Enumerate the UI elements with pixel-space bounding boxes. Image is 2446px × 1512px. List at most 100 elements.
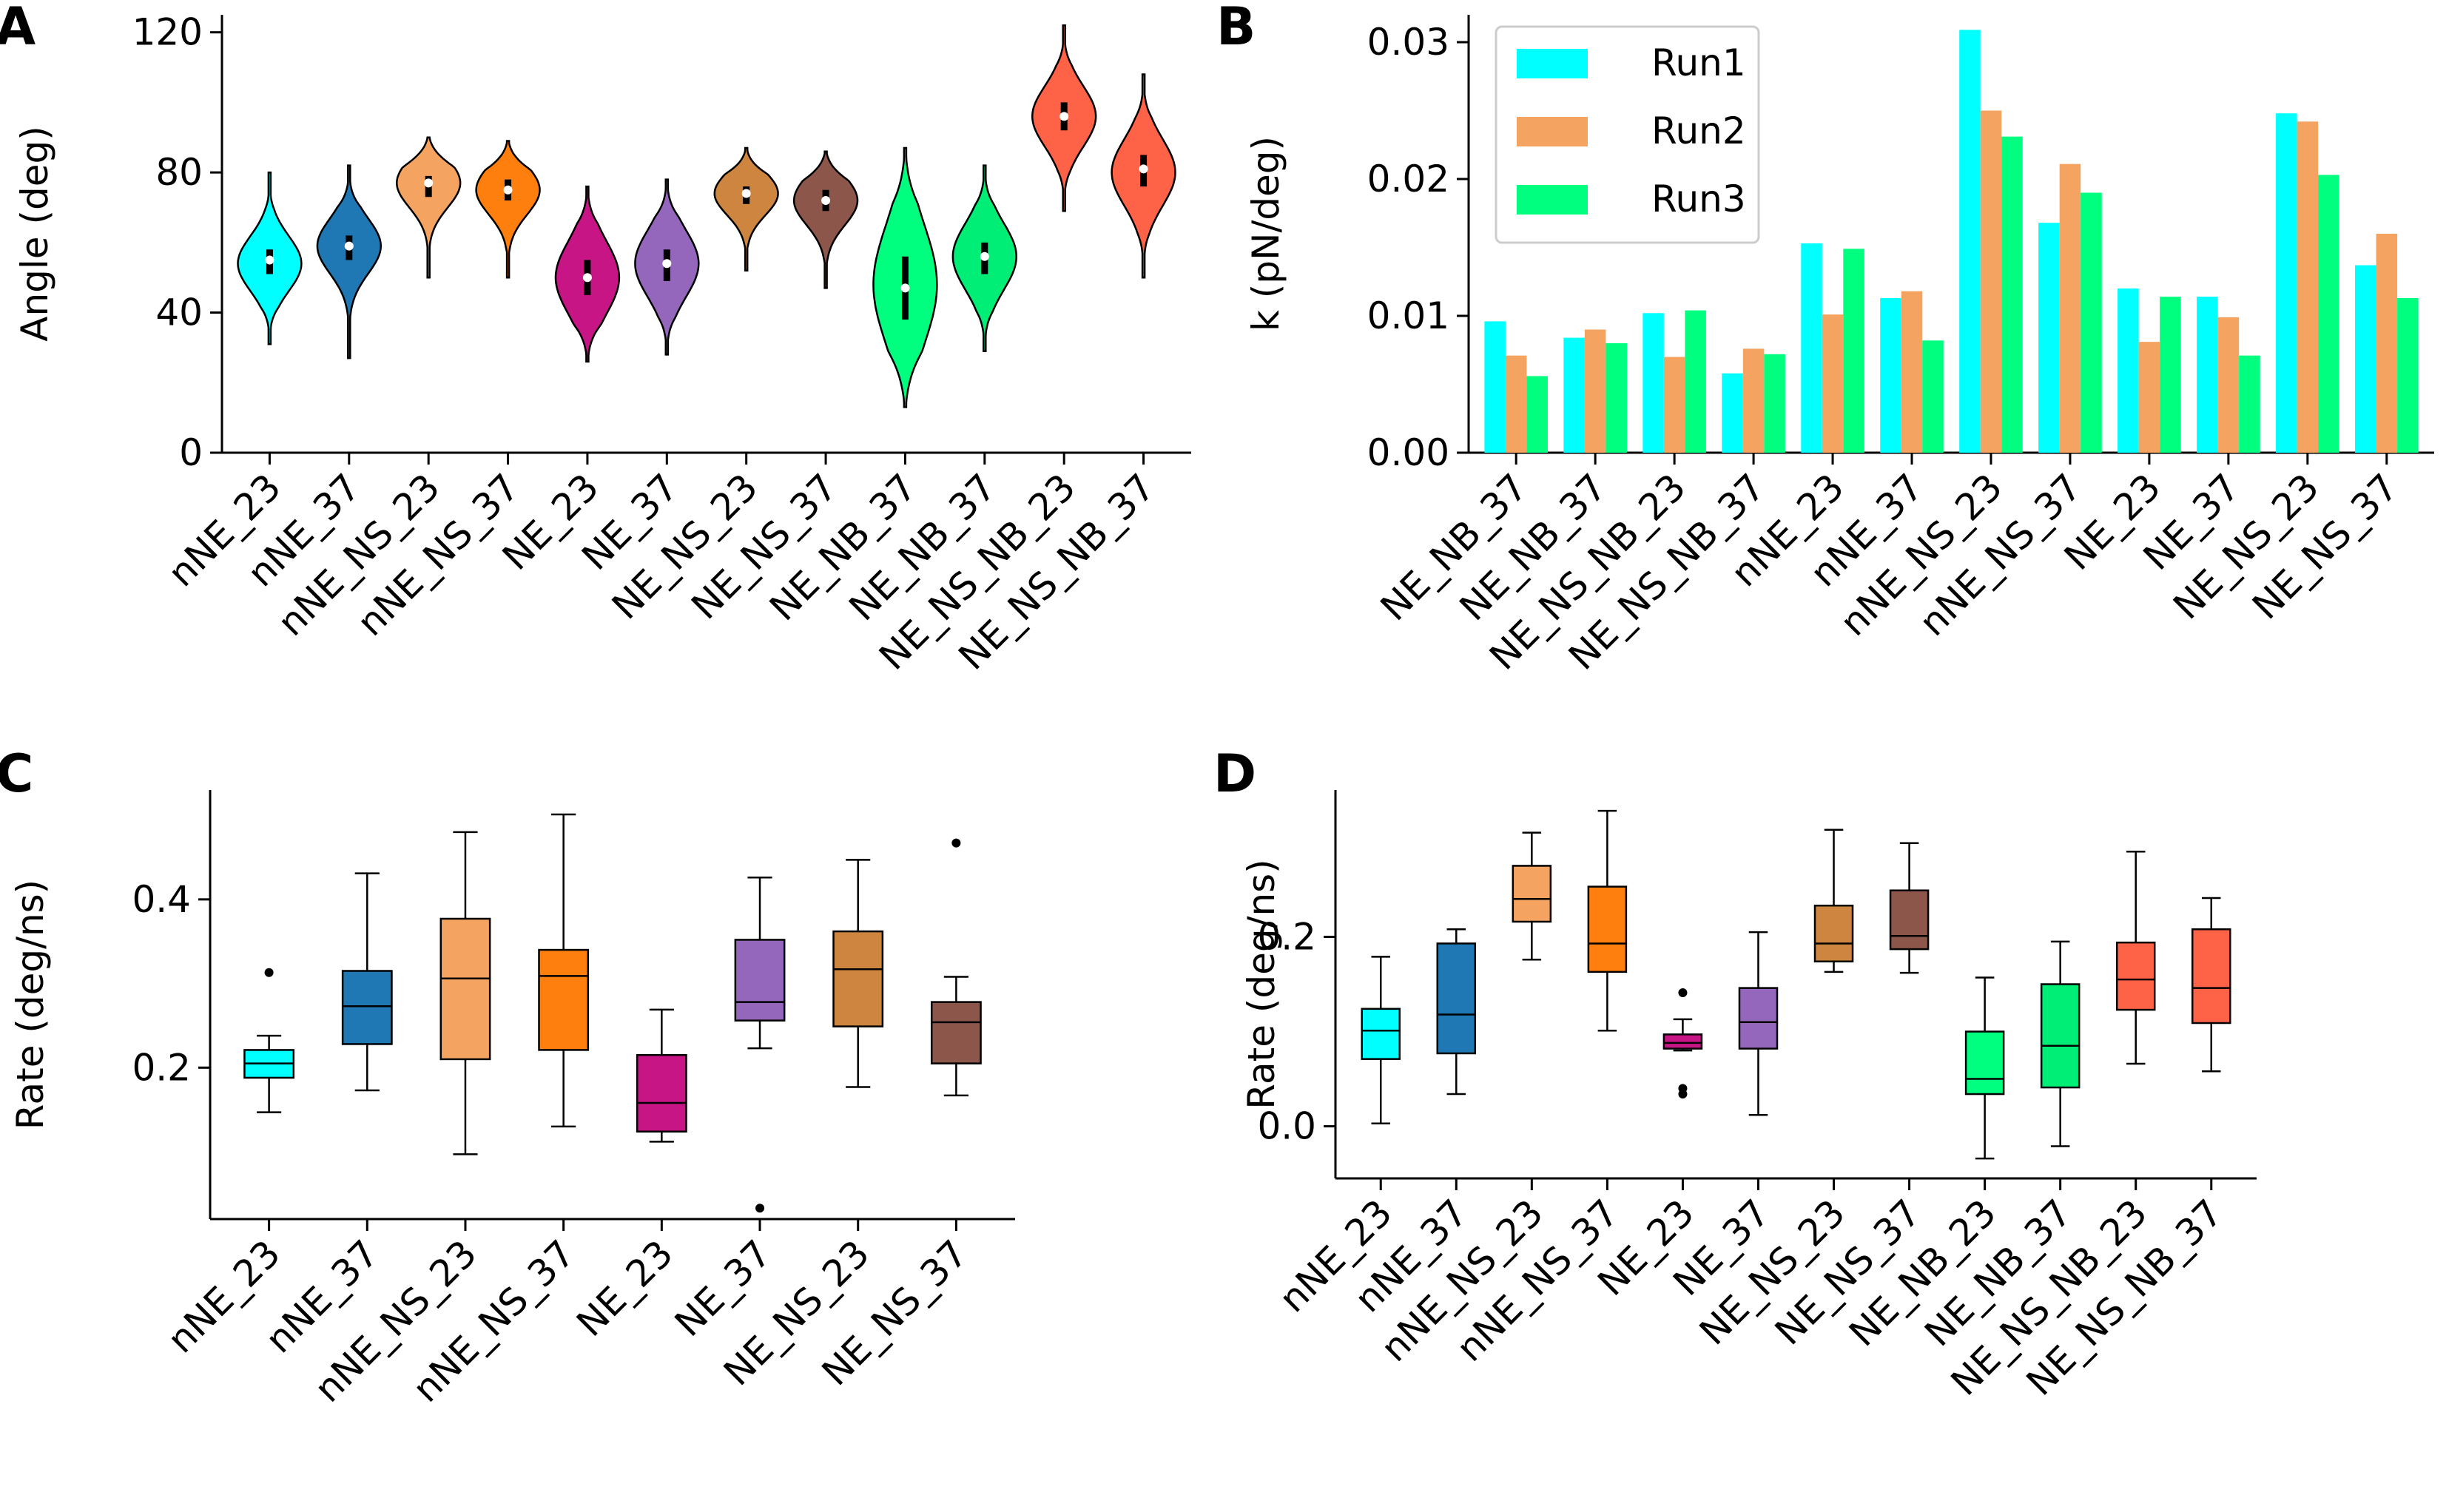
legend-label: Run1 bbox=[1651, 41, 1746, 84]
violin-body bbox=[316, 164, 383, 360]
bar-run1 bbox=[2355, 265, 2376, 453]
box-iqr bbox=[636, 1053, 687, 1133]
violin-median-dot bbox=[741, 189, 751, 198]
y-tick-label: 0.03 bbox=[1367, 21, 1449, 64]
bar-run2 bbox=[1584, 329, 1606, 453]
bar-run3 bbox=[1922, 340, 1944, 453]
y-tick-label: 0.02 bbox=[1367, 158, 1449, 200]
bar-run3 bbox=[1843, 249, 1864, 453]
bar-run3 bbox=[1526, 376, 1548, 453]
y-tick-label: 120 bbox=[132, 11, 203, 54]
box-iqr bbox=[1512, 865, 1552, 923]
y-tick-label: 0.4 bbox=[132, 878, 191, 921]
y-tick-label: 0.00 bbox=[1367, 431, 1449, 474]
box-flier bbox=[951, 838, 961, 848]
bar-run1 bbox=[1563, 337, 1585, 453]
box-iqr bbox=[1738, 987, 1779, 1050]
y-tick-label: 0.01 bbox=[1367, 294, 1449, 337]
violin-body bbox=[475, 140, 541, 279]
box-iqr bbox=[734, 939, 786, 1022]
panel-letter: A bbox=[0, 0, 36, 57]
bar-run1 bbox=[2038, 223, 2060, 453]
bar-run2 bbox=[2138, 342, 2160, 453]
violin-median-dot bbox=[900, 283, 910, 293]
legend-swatch bbox=[1517, 185, 1588, 215]
y-tick-label: 0 bbox=[179, 431, 203, 474]
box-iqr bbox=[1361, 1008, 1401, 1060]
panel-letter: D bbox=[1213, 743, 1256, 804]
violin-median-dot bbox=[582, 273, 592, 283]
y-tick-label: 80 bbox=[155, 151, 203, 194]
box-flier bbox=[1678, 1090, 1688, 1099]
bar-run3 bbox=[2001, 136, 2023, 453]
bar-run1 bbox=[1959, 30, 1981, 453]
violin-median-dot bbox=[344, 241, 354, 251]
violin-body bbox=[792, 150, 859, 289]
box-iqr bbox=[1436, 942, 1477, 1055]
bar-run1 bbox=[1484, 321, 1506, 453]
bar-run2 bbox=[2297, 121, 2319, 453]
panel-letter: B bbox=[1216, 0, 1256, 57]
y-tick-label: 0.2 bbox=[1257, 915, 1316, 958]
bar-run1 bbox=[1880, 297, 1901, 453]
box-iqr bbox=[341, 970, 393, 1045]
legend-label: Run3 bbox=[1651, 178, 1746, 220]
box-iqr bbox=[1587, 885, 1628, 973]
y-axis-label: Angle (deg) bbox=[13, 126, 56, 341]
bar-run2 bbox=[1980, 110, 2002, 453]
box-iqr bbox=[538, 948, 590, 1051]
violin-median-dot bbox=[1059, 112, 1069, 121]
violin-median-dot bbox=[424, 178, 434, 188]
bar-run2 bbox=[1901, 291, 1923, 453]
box-iqr bbox=[2191, 928, 2231, 1025]
violin-body bbox=[713, 146, 779, 271]
box-flier bbox=[264, 968, 274, 977]
violin-median-dot bbox=[821, 196, 831, 206]
violin-median-dot bbox=[265, 255, 274, 265]
box-iqr bbox=[1813, 904, 1854, 963]
bar-run3 bbox=[2239, 355, 2260, 453]
x-tick-label: NE_23 bbox=[568, 1232, 681, 1344]
box-iqr bbox=[1889, 889, 1930, 951]
box-iqr bbox=[439, 917, 491, 1061]
bar-run1 bbox=[1801, 243, 1822, 453]
bar-run1 bbox=[2117, 288, 2139, 453]
y-tick-label: 40 bbox=[155, 291, 203, 334]
box-iqr bbox=[2115, 941, 2156, 1011]
box-iqr bbox=[930, 1001, 982, 1064]
box-iqr bbox=[2040, 983, 2081, 1089]
bar-run2 bbox=[2376, 234, 2398, 453]
bar-run1 bbox=[1722, 373, 1743, 453]
y-axis-label: k (pN/deg) bbox=[1244, 136, 1287, 331]
y-axis-label: Rate (deg/ns) bbox=[1240, 859, 1283, 1109]
panel-letter: C bbox=[0, 743, 33, 804]
box-iqr bbox=[832, 930, 884, 1027]
bar-run2 bbox=[1505, 355, 1527, 453]
violin-body bbox=[396, 136, 462, 279]
bar-run1 bbox=[2276, 113, 2297, 453]
legend-swatch bbox=[1517, 117, 1588, 146]
violin-median-dot bbox=[1139, 164, 1148, 174]
y-tick-label: 0.2 bbox=[132, 1046, 191, 1089]
box-flier bbox=[1678, 988, 1688, 998]
legend-swatch bbox=[1517, 49, 1588, 78]
bar-run2 bbox=[2217, 317, 2240, 453]
bar-run2 bbox=[1663, 357, 1685, 453]
box-flier bbox=[755, 1204, 765, 1213]
bar-run3 bbox=[1606, 343, 1627, 453]
violin-median-dot bbox=[503, 185, 513, 195]
bar-run3 bbox=[2397, 297, 2419, 453]
bar-run1 bbox=[2197, 297, 2218, 453]
y-tick-label: 0.0 bbox=[1257, 1105, 1316, 1148]
violin-median-dot bbox=[662, 259, 672, 269]
bar-run3 bbox=[1764, 354, 1785, 453]
bar-run3 bbox=[2160, 297, 2181, 453]
violin-median-dot bbox=[980, 252, 989, 261]
bar-run3 bbox=[1685, 310, 1706, 453]
panel-b: B0.000.010.020.03k (pN/deg)NE_NB_37NE_NB… bbox=[1216, 0, 2434, 678]
box-iqr bbox=[1964, 1030, 2005, 1096]
bar-run2 bbox=[2059, 163, 2081, 453]
